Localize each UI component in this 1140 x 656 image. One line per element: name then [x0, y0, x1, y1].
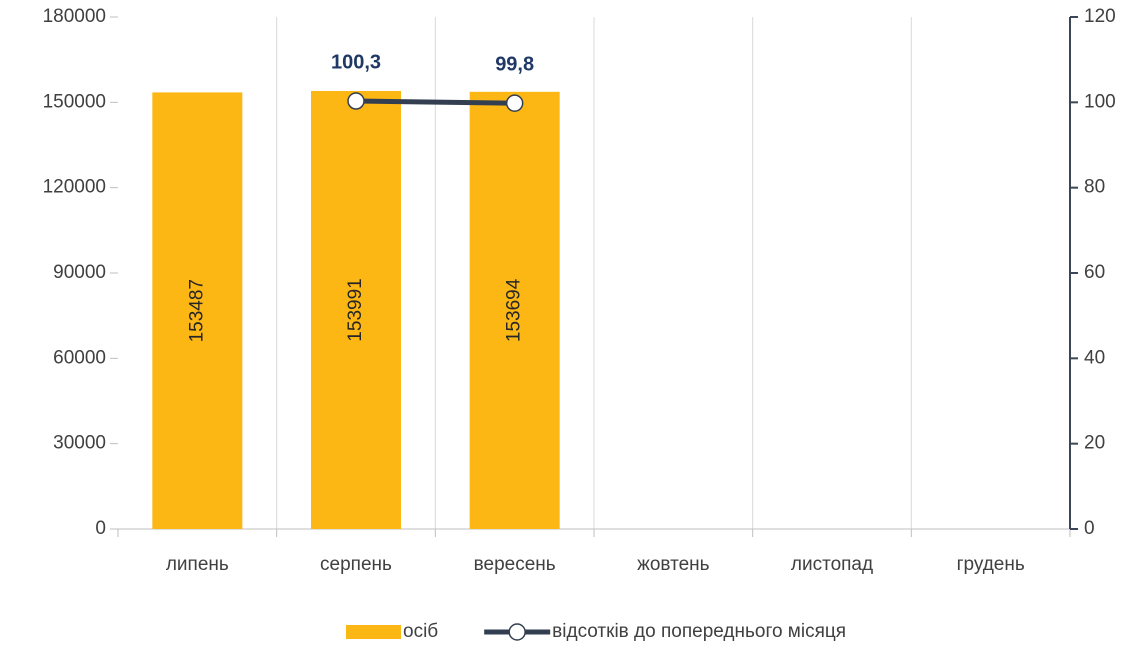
bar-value-label: 153694 — [504, 278, 525, 342]
y2-tick-label: 40 — [1084, 347, 1105, 368]
x-tick-label: вересень — [474, 554, 556, 575]
y-tick-label: 120000 — [43, 177, 106, 198]
bar — [152, 92, 243, 529]
legend-marker — [508, 623, 526, 641]
line — [355, 98, 515, 106]
line-marker — [347, 92, 365, 110]
y2-tick-label: 20 — [1084, 433, 1105, 454]
x-tick-label: жовтень — [637, 554, 710, 575]
y-tick-label: 0 — [95, 518, 106, 539]
bar — [311, 90, 401, 530]
bar — [469, 91, 560, 529]
y-tick-label: 90000 — [53, 262, 106, 283]
bar-value-label: 153991 — [345, 278, 366, 341]
y-tick-label: 180000 — [43, 6, 106, 27]
data-label: 100,3 — [331, 51, 381, 73]
bar-value-label: 153487 — [186, 279, 207, 342]
data-label: 99,8 — [495, 53, 534, 75]
x-tick-label: серпень — [320, 554, 392, 575]
y2-tick-label: 0 — [1084, 518, 1095, 539]
y2-tick-label: 60 — [1084, 262, 1105, 283]
y2-tick-label: 100 — [1084, 91, 1116, 112]
line-marker — [505, 94, 524, 112]
x-tick-label: листопад — [791, 554, 873, 575]
y-tick-label: 150000 — [43, 91, 106, 112]
legend-label: відсотків до попереднього місяця — [552, 621, 846, 642]
y-tick-label: 60000 — [53, 347, 106, 368]
x-tick-label: липень — [166, 554, 229, 575]
x-tick-label: грудень — [957, 554, 1025, 575]
y-tick-label: 30000 — [53, 433, 106, 454]
legend-swatch — [346, 625, 401, 639]
legend-label: осіб — [403, 621, 438, 642]
y2-tick-label: 120 — [1084, 6, 1116, 27]
y2-tick-label: 80 — [1084, 177, 1105, 198]
